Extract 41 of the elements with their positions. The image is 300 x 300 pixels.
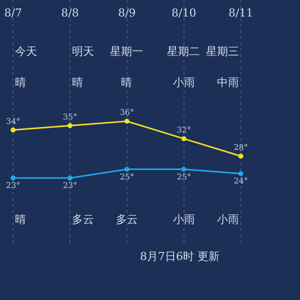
data-label: 35° [62, 112, 78, 122]
annotation: 晴 [121, 76, 132, 89]
point [181, 166, 186, 172]
data-label: 23° [62, 181, 78, 190]
annotation: 星期一 [110, 45, 143, 58]
data-label: 28° [234, 143, 248, 152]
point [124, 166, 130, 172]
point [238, 171, 244, 176]
data-label: 34° [6, 116, 20, 126]
data-label: 32° [176, 126, 191, 135]
annotation: 小雨 [217, 213, 239, 226]
annotation: 星期二 [167, 45, 200, 58]
annotation: 中雨 [217, 76, 239, 89]
data-label: 25° [120, 172, 134, 182]
x-tick-label: 8/10 [172, 6, 196, 20]
x-tick-label: 8/9 [118, 6, 136, 20]
text: 8月7日6时 更新 [140, 250, 220, 263]
x-tick-label: 8/7 [4, 6, 22, 20]
point [124, 118, 130, 124]
annotation: 晴 [72, 76, 83, 89]
annotation: 小雨 [173, 76, 195, 89]
point [10, 175, 16, 180]
data-label: 24° [234, 176, 248, 186]
point [68, 175, 73, 180]
data-label: 25° [176, 172, 191, 182]
data-label: 23° [6, 181, 20, 190]
data-label: 36° [120, 108, 134, 118]
annotation: 晴 [15, 76, 26, 89]
x-tick-label: 8/8 [61, 6, 79, 20]
annotation: 今天 [15, 45, 37, 58]
point [10, 127, 16, 132]
annotation: 明天 [72, 45, 94, 58]
point [68, 123, 73, 128]
annotation: 多云 [116, 213, 138, 226]
point [238, 154, 244, 159]
annotation: 晴 [15, 213, 26, 226]
x-tick-label: 8/11 [228, 6, 254, 20]
point [181, 136, 186, 142]
annotation: 多云 [72, 213, 94, 226]
annotation: 小雨 [173, 213, 195, 226]
annotation: 星期三 [206, 45, 239, 58]
